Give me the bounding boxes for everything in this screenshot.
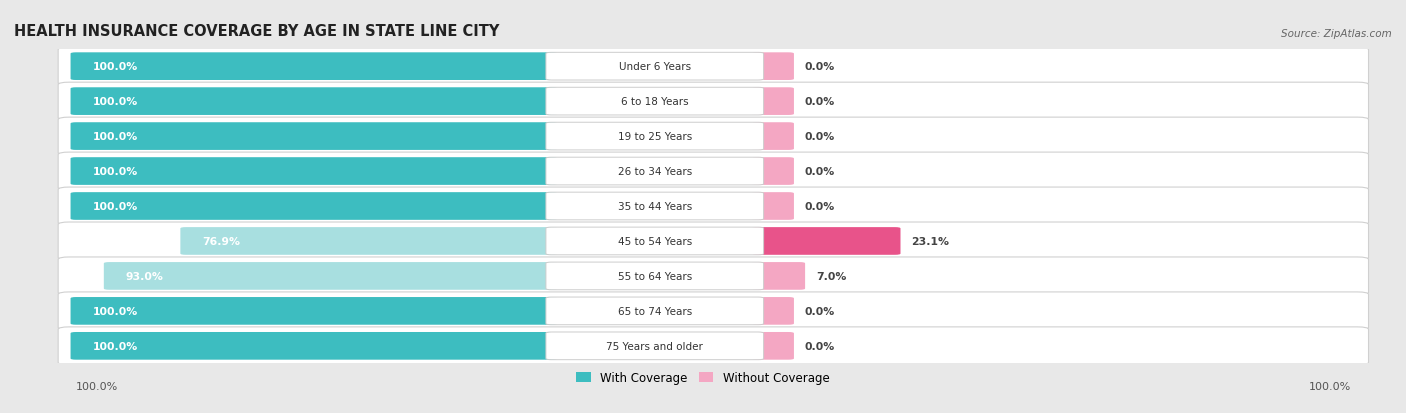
FancyBboxPatch shape bbox=[546, 88, 763, 116]
FancyBboxPatch shape bbox=[70, 123, 557, 151]
Text: 0.0%: 0.0% bbox=[806, 202, 835, 211]
Text: 35 to 44 Years: 35 to 44 Years bbox=[617, 202, 692, 211]
Text: 100.0%: 100.0% bbox=[76, 381, 118, 391]
Text: 100.0%: 100.0% bbox=[93, 132, 138, 142]
FancyBboxPatch shape bbox=[752, 88, 794, 116]
FancyBboxPatch shape bbox=[58, 118, 1368, 156]
FancyBboxPatch shape bbox=[752, 123, 794, 151]
FancyBboxPatch shape bbox=[546, 228, 763, 255]
FancyBboxPatch shape bbox=[58, 83, 1368, 121]
FancyBboxPatch shape bbox=[70, 88, 557, 116]
FancyBboxPatch shape bbox=[546, 332, 763, 360]
FancyBboxPatch shape bbox=[70, 332, 557, 360]
Text: 100.0%: 100.0% bbox=[93, 202, 138, 211]
Text: 76.9%: 76.9% bbox=[202, 236, 240, 247]
FancyBboxPatch shape bbox=[546, 123, 763, 151]
FancyBboxPatch shape bbox=[70, 158, 557, 185]
Text: 23.1%: 23.1% bbox=[911, 236, 949, 247]
FancyBboxPatch shape bbox=[70, 53, 557, 81]
Text: 0.0%: 0.0% bbox=[806, 166, 835, 177]
Text: 75 Years and older: 75 Years and older bbox=[606, 341, 703, 351]
Text: 65 to 74 Years: 65 to 74 Years bbox=[617, 306, 692, 316]
Text: 0.0%: 0.0% bbox=[806, 62, 835, 72]
Text: 100.0%: 100.0% bbox=[1309, 381, 1351, 391]
Text: 0.0%: 0.0% bbox=[806, 306, 835, 316]
FancyBboxPatch shape bbox=[58, 153, 1368, 190]
FancyBboxPatch shape bbox=[752, 297, 794, 325]
FancyBboxPatch shape bbox=[180, 228, 557, 255]
Text: Source: ZipAtlas.com: Source: ZipAtlas.com bbox=[1281, 28, 1392, 38]
FancyBboxPatch shape bbox=[752, 53, 794, 81]
FancyBboxPatch shape bbox=[546, 262, 763, 290]
FancyBboxPatch shape bbox=[546, 193, 763, 220]
Text: 93.0%: 93.0% bbox=[127, 271, 163, 281]
FancyBboxPatch shape bbox=[546, 297, 763, 325]
FancyBboxPatch shape bbox=[546, 53, 763, 81]
Text: 0.0%: 0.0% bbox=[806, 97, 835, 107]
FancyBboxPatch shape bbox=[58, 292, 1368, 330]
Text: 0.0%: 0.0% bbox=[806, 341, 835, 351]
FancyBboxPatch shape bbox=[752, 262, 806, 290]
Text: 100.0%: 100.0% bbox=[93, 62, 138, 72]
FancyBboxPatch shape bbox=[58, 257, 1368, 295]
Text: 0.0%: 0.0% bbox=[806, 132, 835, 142]
FancyBboxPatch shape bbox=[104, 262, 557, 290]
Text: 100.0%: 100.0% bbox=[93, 306, 138, 316]
FancyBboxPatch shape bbox=[752, 228, 900, 255]
Text: 55 to 64 Years: 55 to 64 Years bbox=[617, 271, 692, 281]
Legend: With Coverage, Without Coverage: With Coverage, Without Coverage bbox=[572, 367, 834, 389]
Text: 19 to 25 Years: 19 to 25 Years bbox=[617, 132, 692, 142]
FancyBboxPatch shape bbox=[58, 223, 1368, 260]
Text: 26 to 34 Years: 26 to 34 Years bbox=[617, 166, 692, 177]
Text: 7.0%: 7.0% bbox=[815, 271, 846, 281]
Text: 100.0%: 100.0% bbox=[93, 341, 138, 351]
Text: Under 6 Years: Under 6 Years bbox=[619, 62, 690, 72]
FancyBboxPatch shape bbox=[752, 332, 794, 360]
FancyBboxPatch shape bbox=[58, 327, 1368, 365]
FancyBboxPatch shape bbox=[546, 158, 763, 185]
Text: 45 to 54 Years: 45 to 54 Years bbox=[617, 236, 692, 247]
FancyBboxPatch shape bbox=[70, 193, 557, 220]
FancyBboxPatch shape bbox=[58, 188, 1368, 225]
Text: 100.0%: 100.0% bbox=[93, 97, 138, 107]
FancyBboxPatch shape bbox=[70, 297, 557, 325]
FancyBboxPatch shape bbox=[752, 158, 794, 185]
FancyBboxPatch shape bbox=[58, 48, 1368, 86]
Text: 100.0%: 100.0% bbox=[93, 166, 138, 177]
Text: HEALTH INSURANCE COVERAGE BY AGE IN STATE LINE CITY: HEALTH INSURANCE COVERAGE BY AGE IN STAT… bbox=[14, 24, 499, 38]
Text: 6 to 18 Years: 6 to 18 Years bbox=[621, 97, 689, 107]
FancyBboxPatch shape bbox=[752, 193, 794, 220]
